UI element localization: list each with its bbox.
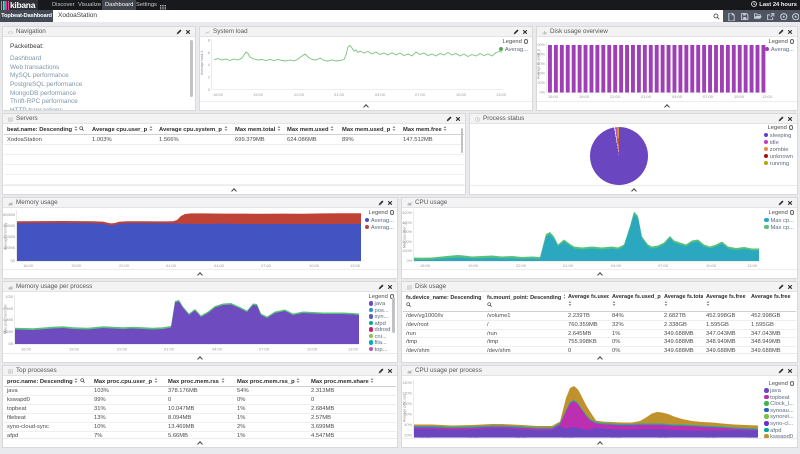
svg-text:400MB: 400MB xyxy=(3,330,13,334)
svg-text:80%: 80% xyxy=(537,53,545,57)
svg-text:16:00: 16:00 xyxy=(213,92,224,97)
svg-text:07:00: 07:00 xyxy=(259,347,270,352)
svg-text:13:00: 13:00 xyxy=(496,92,507,97)
svg-text:20%: 20% xyxy=(537,81,545,85)
svg-text:400%: 400% xyxy=(402,221,412,225)
svg-text:13:00: 13:00 xyxy=(747,263,758,268)
svg-text:10:00: 10:00 xyxy=(456,92,467,97)
svg-text:0B: 0B xyxy=(8,342,13,346)
svg-text:19:00: 19:00 xyxy=(69,347,80,352)
svg-text:10:00: 10:00 xyxy=(706,263,717,268)
svg-text:01:00: 01:00 xyxy=(563,263,574,268)
svg-text:1GB: 1GB xyxy=(5,295,13,299)
svg-text:100%: 100% xyxy=(402,249,412,253)
svg-text:Average proc.cpu...: Average proc.cpu... xyxy=(403,391,407,422)
svg-text:200%: 200% xyxy=(402,240,412,244)
svg-text:01:00: 01:00 xyxy=(641,94,652,99)
svg-text:01:00: 01:00 xyxy=(334,92,345,97)
svg-text:13:00: 13:00 xyxy=(350,263,361,268)
svg-text:600MB: 600MB xyxy=(3,318,13,322)
svg-text:40%: 40% xyxy=(537,72,545,76)
svg-text:22:00: 22:00 xyxy=(294,92,305,97)
svg-text:04:00: 04:00 xyxy=(375,92,386,97)
svg-text:Average memory: Average memory xyxy=(4,222,8,250)
svg-text:04:00: 04:00 xyxy=(212,347,223,352)
svg-text:04:00: 04:00 xyxy=(672,94,683,99)
svg-text:19:00: 19:00 xyxy=(468,263,479,268)
svg-text:140%: 140% xyxy=(402,381,412,385)
svg-text:04:00: 04:00 xyxy=(214,263,225,268)
svg-text:120%: 120% xyxy=(402,392,412,396)
svg-text:0%: 0% xyxy=(540,91,546,95)
svg-text:19:00: 19:00 xyxy=(253,92,264,97)
svg-text:Average fs.used_p: Average fs.used_p xyxy=(537,49,541,79)
svg-text:13:00: 13:00 xyxy=(348,347,359,352)
svg-text:01:00: 01:00 xyxy=(166,263,177,268)
svg-text:0%: 0% xyxy=(407,259,413,263)
svg-text:22:00: 22:00 xyxy=(117,347,128,352)
svg-text:22:00: 22:00 xyxy=(516,263,527,268)
svg-text:16:00: 16:00 xyxy=(21,347,32,352)
svg-text:4: 4 xyxy=(208,63,210,67)
svg-text:2: 2 xyxy=(208,76,210,80)
svg-text:10:00: 10:00 xyxy=(309,263,320,268)
svg-text:300MB: 300MB xyxy=(3,235,15,239)
svg-text:8: 8 xyxy=(208,39,210,43)
svg-text:100%: 100% xyxy=(537,43,546,47)
svg-text:6: 6 xyxy=(208,51,210,55)
svg-text:10:00: 10:00 xyxy=(307,347,318,352)
svg-text:16:00: 16:00 xyxy=(23,263,34,268)
svg-text:60%: 60% xyxy=(537,62,545,66)
svg-text:450MB: 450MB xyxy=(3,224,15,228)
svg-text:Max cpu.user_p: Max cpu.user_p xyxy=(403,222,407,248)
svg-text:13:00: 13:00 xyxy=(762,94,773,99)
svg-text:600MB: 600MB xyxy=(3,213,15,217)
svg-text:0B: 0B xyxy=(10,259,15,263)
svg-text:07:00: 07:00 xyxy=(658,263,669,268)
svg-text:100%: 100% xyxy=(402,402,412,406)
svg-text:22:00: 22:00 xyxy=(119,263,130,268)
svg-text:22:00: 22:00 xyxy=(610,94,621,99)
svg-text:Max proc.mem.rss: Max proc.mem.rss xyxy=(4,304,8,334)
svg-text:01:00: 01:00 xyxy=(164,347,175,352)
svg-text:19:00: 19:00 xyxy=(71,263,82,268)
svg-text:07:00: 07:00 xyxy=(261,263,272,268)
svg-text:60%: 60% xyxy=(404,413,412,417)
svg-text:40%: 40% xyxy=(404,423,412,427)
svg-text:Average load-1: Average load-1 xyxy=(200,51,204,75)
svg-text:16:00: 16:00 xyxy=(548,94,559,99)
svg-text:300%: 300% xyxy=(402,230,412,234)
svg-text:04:00: 04:00 xyxy=(611,263,622,268)
svg-text:500%: 500% xyxy=(402,211,412,215)
svg-text:20%: 20% xyxy=(404,434,412,438)
svg-text:16:00: 16:00 xyxy=(420,263,431,268)
svg-text:800MB: 800MB xyxy=(3,307,13,311)
svg-text:07:00: 07:00 xyxy=(703,94,714,99)
svg-text:07:00: 07:00 xyxy=(415,92,426,97)
svg-text:150MB: 150MB xyxy=(3,246,15,250)
svg-text:0: 0 xyxy=(208,88,210,92)
svg-text:10:00: 10:00 xyxy=(734,94,745,99)
svg-text:19:00: 19:00 xyxy=(579,94,590,99)
